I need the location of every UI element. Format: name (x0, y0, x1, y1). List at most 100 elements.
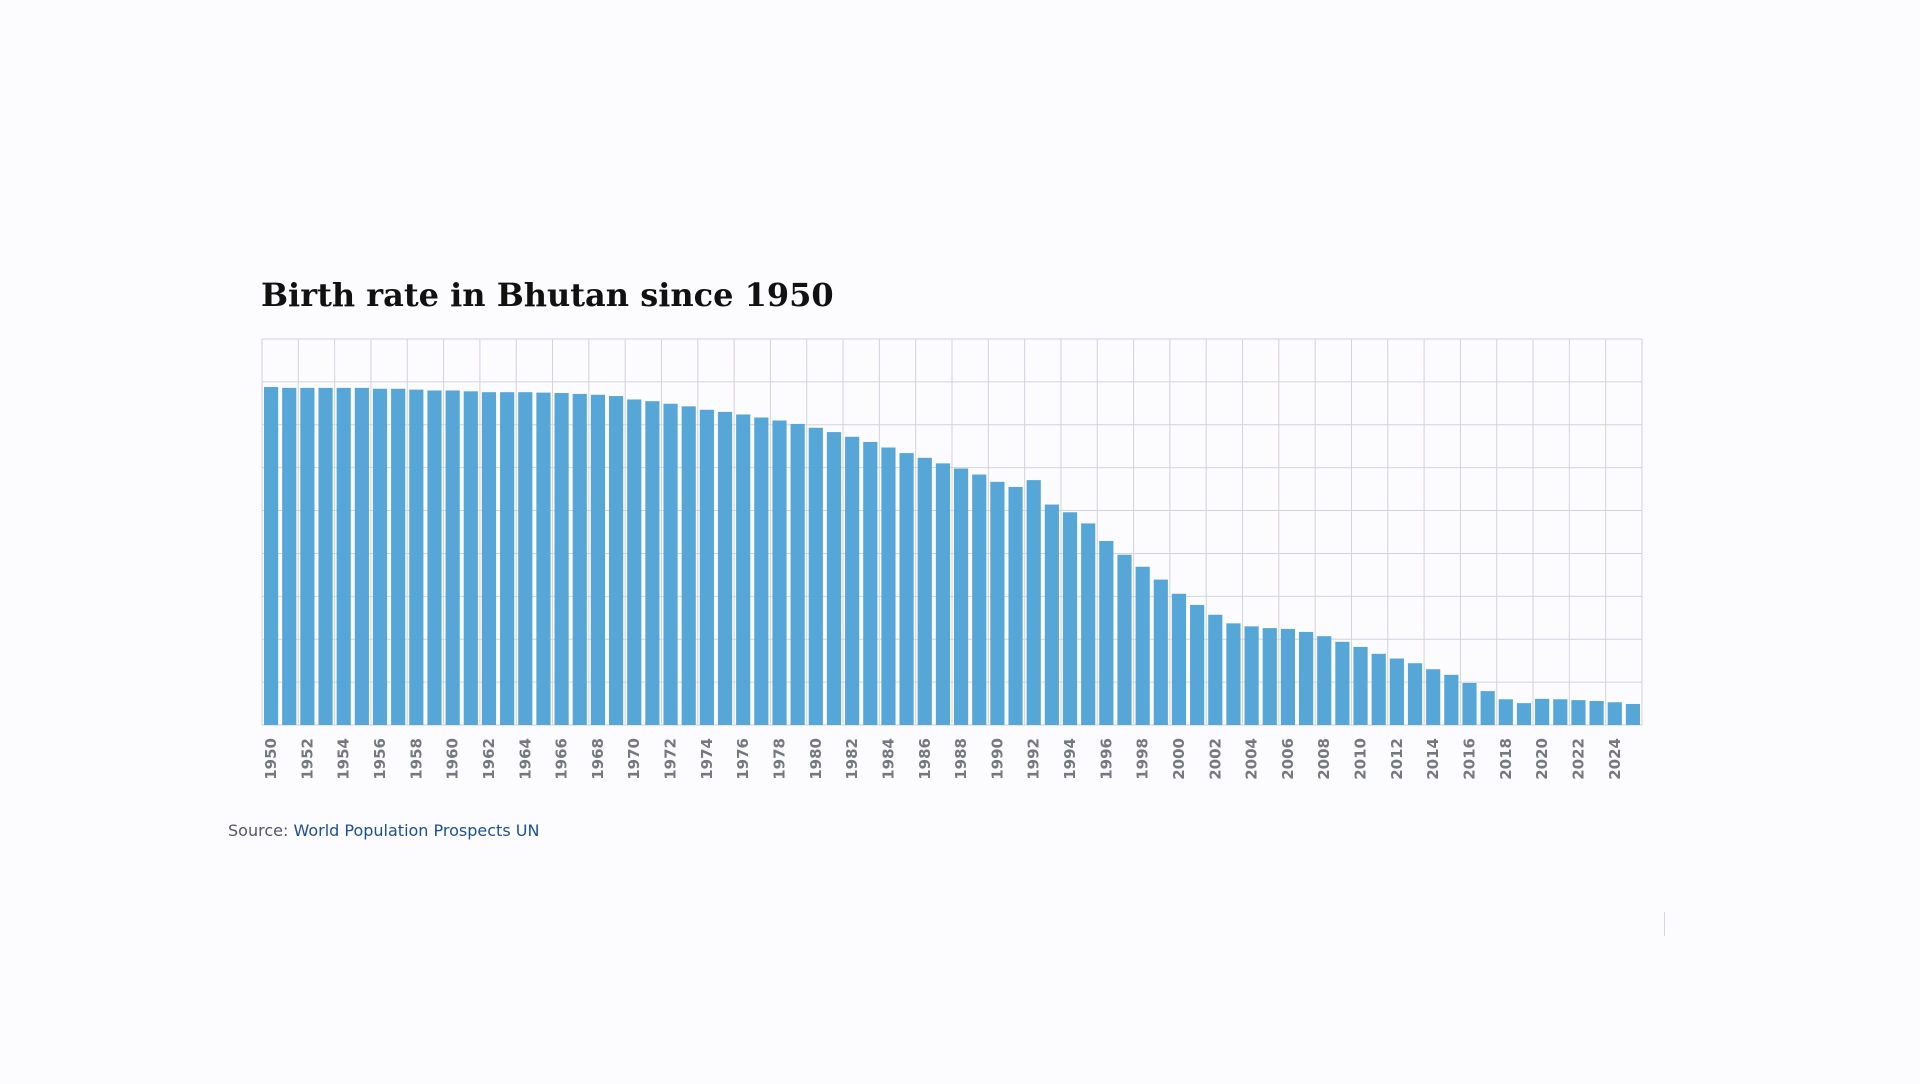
bar-2012 (1389, 658, 1404, 725)
bar-2000 (1171, 593, 1187, 725)
x-tick-label-1950: 1950 (262, 738, 280, 780)
x-tick-label-2016: 2016 (1461, 738, 1479, 780)
bar-1984 (881, 447, 896, 725)
bar-2003 (1226, 623, 1241, 725)
bar-1999 (1153, 579, 1168, 725)
bar-2021 (1553, 699, 1568, 725)
bar-1978 (772, 420, 787, 725)
bar-2016 (1462, 682, 1477, 725)
bar-1956 (372, 388, 388, 725)
bar-1979 (790, 423, 805, 725)
x-tick-label-2012: 2012 (1388, 738, 1406, 780)
bar-2025 (1625, 703, 1640, 725)
x-tick-label-2002: 2002 (1206, 738, 1224, 780)
bar-2011 (1371, 653, 1386, 725)
x-tick-label-2024: 2024 (1606, 738, 1624, 780)
x-tick-label-1976: 1976 (734, 738, 752, 780)
x-tick-label-1960: 1960 (444, 738, 462, 780)
bar-2005 (1262, 628, 1277, 725)
source-link[interactable]: World Population Prospects UN (293, 821, 540, 840)
x-tick-label-1968: 1968 (589, 738, 607, 780)
x-tick-label-1962: 1962 (480, 738, 498, 780)
bar-1976 (736, 414, 751, 725)
bar-1973 (681, 406, 696, 725)
bar-1988 (954, 468, 969, 725)
bar-1950 (264, 387, 279, 725)
bar-2004 (1244, 626, 1259, 725)
bar-1981 (826, 432, 842, 725)
bar-1990 (990, 481, 1005, 725)
bar-2007 (1299, 631, 1314, 725)
bar-1964 (518, 392, 533, 725)
bar-1989 (972, 474, 987, 725)
bar-1969 (609, 396, 624, 725)
bar-1971 (645, 401, 660, 725)
bar-2014 (1426, 669, 1441, 725)
x-tick-label-2006: 2006 (1279, 738, 1297, 780)
bar-1968 (590, 394, 605, 725)
source-line: Source: World Population Prospects UN (228, 821, 539, 840)
x-tick-label-2000: 2000 (1170, 738, 1188, 780)
bar-1998 (1135, 566, 1150, 725)
bar-1997 (1117, 554, 1132, 725)
bar-1958 (409, 389, 424, 725)
x-tick-label-2004: 2004 (1243, 738, 1261, 780)
x-tick-label-2018: 2018 (1497, 738, 1515, 780)
bar-2002 (1208, 614, 1223, 725)
bar-1961 (463, 391, 478, 725)
x-tick-label-1966: 1966 (553, 738, 571, 780)
bar-2024 (1607, 702, 1622, 725)
bar-1993 (1044, 504, 1059, 725)
bar-2020 (1535, 698, 1550, 725)
x-tick-label-1958: 1958 (407, 738, 425, 780)
bar-2001 (1190, 604, 1205, 725)
bar-1970 (627, 399, 642, 725)
x-tick-label-1972: 1972 (662, 738, 680, 780)
bar-1986 (917, 457, 932, 725)
divider (1664, 912, 1665, 936)
x-tick-label-2010: 2010 (1352, 738, 1370, 780)
bar-1957 (391, 388, 406, 725)
bar-1985 (899, 453, 914, 725)
bar-1955 (354, 387, 369, 725)
x-tick-label-2020: 2020 (1533, 738, 1551, 780)
bar-1982 (845, 436, 860, 725)
x-tick-label-1978: 1978 (771, 738, 789, 780)
x-tick-label-1974: 1974 (698, 738, 716, 780)
bar-1974 (699, 409, 714, 725)
bar-1951 (282, 387, 297, 725)
bar-1963 (500, 392, 515, 725)
x-tick-label-1980: 1980 (807, 738, 825, 780)
bar-1962 (481, 392, 497, 725)
x-tick-label-1990: 1990 (988, 738, 1006, 780)
bar-1995 (1081, 523, 1096, 725)
bar-1972 (663, 403, 678, 725)
bar-1960 (445, 390, 460, 725)
bar-1966 (554, 393, 569, 725)
bar-1983 (863, 441, 878, 725)
x-tick-label-1952: 1952 (298, 738, 316, 780)
bar-1954 (336, 387, 351, 725)
x-tick-label-1964: 1964 (516, 738, 534, 780)
x-tick-label-1998: 1998 (1134, 738, 1152, 780)
x-tick-label-2022: 2022 (1569, 738, 1587, 780)
bar-2015 (1444, 674, 1459, 725)
x-axis-tick-labels: 1950 1952 1954 1956 1958 1960 1962 1964 1966 1968… (262, 738, 1624, 780)
bar-2013 (1407, 663, 1423, 725)
bar-1959 (427, 390, 442, 725)
bar-1953 (318, 387, 333, 725)
bar-1992 (1026, 480, 1041, 725)
bar-1994 (1062, 512, 1078, 725)
x-tick-label-2014: 2014 (1424, 738, 1442, 780)
bar-2009 (1335, 641, 1350, 725)
bar-2010 (1353, 646, 1368, 725)
x-tick-label-1984: 1984 (879, 738, 897, 780)
x-tick-label-1954: 1954 (335, 738, 353, 780)
x-tick-label-2008: 2008 (1315, 738, 1333, 780)
x-tick-label-1956: 1956 (371, 738, 389, 780)
bar-1980 (808, 427, 823, 725)
bar-2006 (1280, 628, 1295, 725)
x-tick-label-1982: 1982 (843, 738, 861, 780)
bar-1965 (536, 392, 551, 725)
